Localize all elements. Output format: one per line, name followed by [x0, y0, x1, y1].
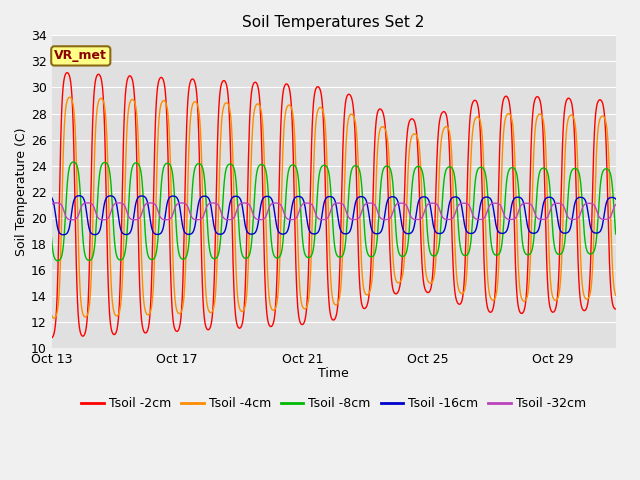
Tsoil -8cm [47, 235, 55, 240]
Tsoil -8cm [282, 206, 289, 212]
Tsoil -4cm [47, 312, 55, 318]
Line: Tsoil -32cm: Tsoil -32cm [51, 203, 616, 220]
Tsoil -16cm [169, 193, 177, 199]
Tsoil -16cm [76, 193, 83, 199]
Line: Tsoil -8cm: Tsoil -8cm [51, 162, 616, 261]
Tsoil -4cm [278, 165, 286, 171]
Tsoil -32cm [278, 205, 286, 211]
Tsoil -8cm [612, 231, 620, 237]
Legend: Tsoil -2cm, Tsoil -4cm, Tsoil -8cm, Tsoil -16cm, Tsoil -32cm: Tsoil -2cm, Tsoil -4cm, Tsoil -8cm, Tsoi… [76, 392, 591, 415]
Tsoil -32cm [612, 202, 620, 207]
Tsoil -8cm [70, 159, 77, 165]
Tsoil -16cm [81, 198, 88, 204]
Tsoil -16cm [282, 231, 289, 237]
Line: Tsoil -16cm: Tsoil -16cm [51, 196, 616, 235]
Tsoil -2cm [281, 83, 289, 88]
Tsoil -16cm [278, 231, 286, 237]
Y-axis label: Soil Temperature (C): Soil Temperature (C) [15, 128, 28, 256]
Tsoil -2cm [612, 306, 620, 312]
Tsoil -16cm [47, 194, 55, 200]
Tsoil -32cm [47, 202, 55, 207]
Tsoil -16cm [259, 195, 267, 201]
Tsoil -4cm [282, 112, 289, 118]
Tsoil -8cm [259, 162, 267, 168]
Tsoil -16cm [60, 232, 67, 238]
Tsoil -16cm [612, 196, 620, 202]
Tsoil -8cm [54, 258, 61, 264]
Tsoil -4cm [259, 130, 267, 136]
Tsoil -4cm [169, 243, 177, 249]
Line: Tsoil -2cm: Tsoil -2cm [51, 72, 616, 338]
Tsoil -4cm [433, 226, 441, 231]
Tsoil -2cm [168, 308, 176, 314]
Tsoil -4cm [66, 95, 74, 100]
Tsoil -2cm [259, 193, 267, 199]
Tsoil -32cm [259, 216, 267, 222]
Tsoil -32cm [52, 200, 60, 206]
Tsoil -2cm [47, 335, 55, 341]
Tsoil -2cm [80, 332, 88, 338]
Title: Soil Temperatures Set 2: Soil Temperatures Set 2 [243, 15, 425, 30]
Tsoil -4cm [81, 314, 88, 320]
Tsoil -8cm [81, 249, 88, 255]
Line: Tsoil -4cm: Tsoil -4cm [51, 97, 616, 318]
Tsoil -2cm [433, 156, 441, 162]
Tsoil -32cm [169, 212, 177, 218]
Tsoil -8cm [278, 244, 286, 250]
Tsoil -4cm [50, 315, 58, 321]
Tsoil -4cm [612, 293, 620, 299]
Tsoil -16cm [433, 230, 441, 236]
Tsoil -2cm [278, 100, 286, 106]
Tsoil -8cm [169, 171, 177, 177]
X-axis label: Time: Time [318, 368, 349, 381]
Tsoil -2cm [63, 70, 71, 75]
Text: VR_met: VR_met [54, 49, 108, 62]
Tsoil -32cm [81, 201, 88, 206]
Tsoil -32cm [68, 217, 76, 223]
Tsoil -8cm [433, 250, 441, 256]
Tsoil -32cm [282, 213, 289, 219]
Tsoil -32cm [433, 202, 441, 208]
